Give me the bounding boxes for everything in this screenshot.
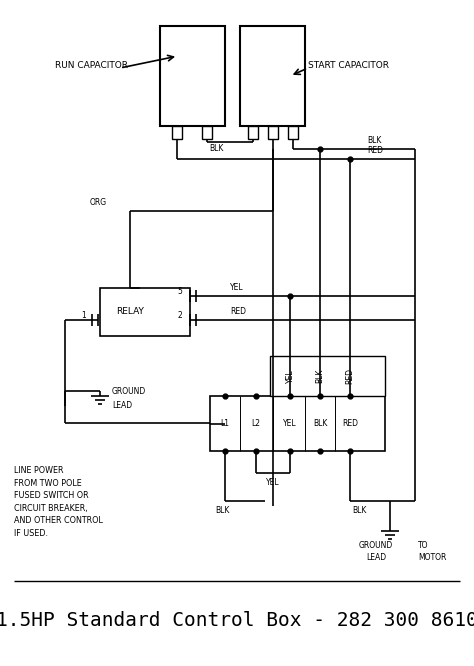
- Text: YEL: YEL: [283, 419, 297, 428]
- Bar: [210, 396, 385, 451]
- Text: BLK: BLK: [209, 144, 223, 153]
- Text: 1.5HP Standard Control Box - 282 300 8610: 1.5HP Standard Control Box - 282 300 861…: [0, 611, 474, 631]
- Bar: [268, 126, 278, 139]
- Text: RED: RED: [342, 419, 358, 428]
- Text: BLK: BLK: [215, 506, 229, 515]
- Text: L2: L2: [252, 419, 261, 428]
- Text: RED: RED: [346, 368, 355, 384]
- Text: LEAD: LEAD: [112, 402, 132, 410]
- Text: START CAPACITOR: START CAPACITOR: [308, 61, 389, 71]
- Text: LINE POWER
FROM TWO POLE
FUSED SWITCH OR
CIRCUIT BREAKER,
AND OTHER CONTROL
IF U: LINE POWER FROM TWO POLE FUSED SWITCH OR…: [14, 466, 103, 537]
- Text: GROUND: GROUND: [359, 541, 393, 550]
- Text: BLK: BLK: [313, 419, 327, 428]
- Bar: [248, 126, 258, 139]
- Text: LEAD: LEAD: [366, 553, 386, 562]
- Text: GROUND: GROUND: [112, 386, 146, 396]
- Text: ORG: ORG: [90, 198, 107, 207]
- Text: RELAY: RELAY: [116, 308, 144, 316]
- Text: MOTOR: MOTOR: [418, 553, 447, 562]
- Text: BLK: BLK: [352, 506, 366, 515]
- Text: RUN CAPACITOR: RUN CAPACITOR: [55, 61, 128, 71]
- Text: 2: 2: [177, 312, 182, 320]
- Text: BLK: BLK: [367, 136, 382, 145]
- Bar: [172, 126, 182, 139]
- Bar: [160, 26, 225, 126]
- Text: BLK: BLK: [316, 369, 325, 383]
- Text: YEL: YEL: [285, 369, 294, 383]
- Text: YEL: YEL: [230, 283, 244, 292]
- Text: YEL: YEL: [266, 478, 280, 487]
- Text: RED: RED: [230, 307, 246, 316]
- Bar: [288, 126, 298, 139]
- Bar: [202, 126, 212, 139]
- Text: TO: TO: [418, 541, 428, 550]
- Bar: [240, 26, 305, 126]
- Bar: [100, 288, 190, 336]
- Text: L1: L1: [220, 419, 229, 428]
- Text: RED: RED: [367, 146, 383, 155]
- Text: 5: 5: [177, 288, 182, 296]
- Text: 1: 1: [81, 312, 86, 320]
- Bar: [270, 356, 385, 396]
